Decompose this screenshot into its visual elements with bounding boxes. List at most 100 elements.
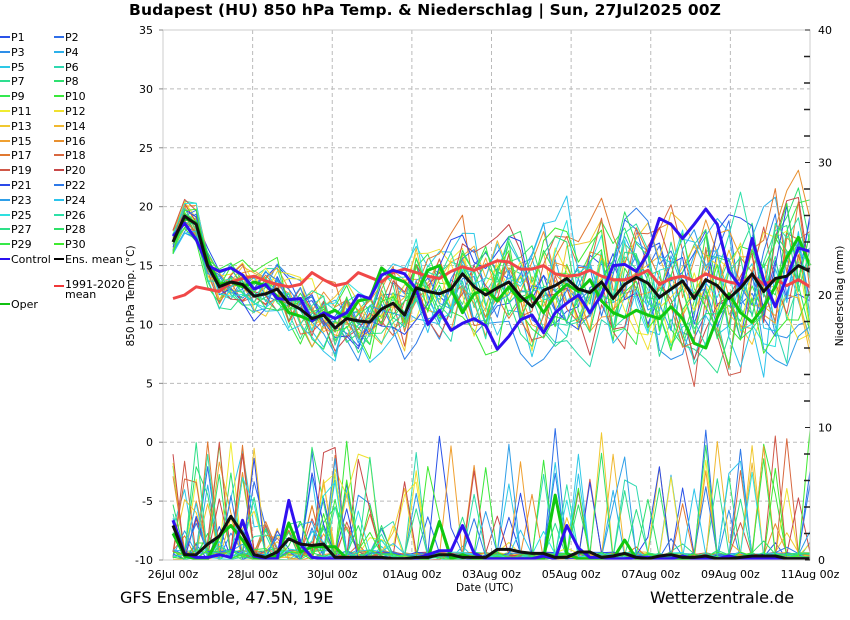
ens-mean-precip-line xyxy=(171,514,810,561)
legend-item: P19 xyxy=(0,164,32,178)
legend-swatch xyxy=(0,95,10,98)
member-temp-line xyxy=(172,222,811,367)
legend-label: P20 xyxy=(65,164,86,178)
legend-label: P7 xyxy=(11,75,25,89)
legend-label: P30 xyxy=(65,238,86,252)
legend-label: P10 xyxy=(65,90,86,104)
y2-tick-label: 10 xyxy=(818,422,832,435)
legend-swatch xyxy=(54,95,64,98)
legend-swatch xyxy=(54,80,64,83)
control-temp-line xyxy=(171,207,811,351)
footer-site: Wetterzentrale.de xyxy=(650,588,795,607)
y-axis-title: 850 hPa Temp. (°C) xyxy=(125,245,137,346)
legend-swatch xyxy=(0,258,10,260)
legend-item: P16 xyxy=(54,135,86,149)
legend-label: P22 xyxy=(65,179,86,192)
y2-tick-label: 20 xyxy=(818,289,832,302)
legend-item: P30 xyxy=(54,238,86,252)
x-tick-label: 28Jul 00z xyxy=(227,568,278,581)
main-series xyxy=(171,207,812,561)
legend-swatch xyxy=(54,198,64,201)
legend-swatch xyxy=(54,36,64,38)
ens-mean-temp-line xyxy=(171,214,811,330)
y2-tick-label: 0 xyxy=(818,554,825,567)
legend-label: P24 xyxy=(65,193,86,207)
y2-axis-title: Niederschlag (mm) xyxy=(834,246,846,347)
legend-item: P21 xyxy=(0,179,32,193)
legend-label: P26 xyxy=(65,208,86,222)
legend-label: P13 xyxy=(11,119,32,133)
x-tick-label: 26Jul 00z xyxy=(148,568,199,581)
legend-swatch xyxy=(54,228,64,231)
legend-swatch xyxy=(0,36,10,38)
legend-item: P5 xyxy=(0,61,25,75)
legend-label: P18 xyxy=(65,149,86,163)
legend-label: P3 xyxy=(11,45,25,59)
legend-label: P12 xyxy=(65,105,86,118)
legend-label: P23 xyxy=(11,193,32,207)
legend-swatch xyxy=(54,169,64,172)
legend-swatch xyxy=(0,139,10,142)
legend-label: P14 xyxy=(65,119,86,133)
x-tick-label: 30Jul 00z xyxy=(307,568,358,581)
legend-label: P2 xyxy=(65,31,79,44)
legend-swatch xyxy=(0,213,10,216)
legend-swatch xyxy=(0,154,10,157)
legend-item: P15 xyxy=(0,135,32,149)
legend-swatch xyxy=(54,65,64,68)
legend-item: P10 xyxy=(54,90,86,104)
1991-2020-mean-temp-line xyxy=(172,259,811,300)
legend-swatch xyxy=(0,65,10,68)
y-tick-label: 20 xyxy=(139,201,153,214)
legend-item: P20 xyxy=(54,164,86,178)
legend-label: Control xyxy=(11,253,51,266)
legend-swatch xyxy=(0,228,10,231)
legend-swatch xyxy=(0,184,10,186)
legend-swatch xyxy=(0,80,10,83)
legend-item: P18 xyxy=(54,149,86,163)
legend-item: P3 xyxy=(0,46,25,60)
legend-label: Ens. mean xyxy=(65,253,123,266)
y-tick-label: -10 xyxy=(135,554,153,567)
legend-item: 1991-2020 mean xyxy=(54,279,135,302)
legend-label: P5 xyxy=(11,60,25,74)
x-tick-label: 07Aug 00z xyxy=(621,568,680,581)
legend-item: P24 xyxy=(54,194,86,208)
legend-item: P11 xyxy=(0,105,32,119)
y-tick-label: 10 xyxy=(139,318,153,331)
legend-swatch xyxy=(0,110,10,112)
legend-item: P9 xyxy=(0,90,25,104)
legend-label: P16 xyxy=(65,134,86,148)
legend-label: Oper xyxy=(11,297,38,311)
y-tick-label: 35 xyxy=(139,24,153,37)
legend-swatch xyxy=(54,154,64,157)
legend-item: Oper xyxy=(0,298,38,312)
legend-swatch xyxy=(0,243,10,246)
y-tick-label: 15 xyxy=(139,260,153,273)
legend-item: Ens. mean xyxy=(54,253,123,267)
x-tick-label: 09Aug 00z xyxy=(701,568,760,581)
legend-label: P11 xyxy=(11,105,32,118)
legend-label: P15 xyxy=(11,134,32,148)
legend-label: P6 xyxy=(65,60,79,74)
legend-item: P2 xyxy=(54,31,79,45)
legend-swatch xyxy=(0,50,10,53)
legend-swatch xyxy=(54,139,64,142)
legend-label: P21 xyxy=(11,179,32,192)
y2-tick-label: 40 xyxy=(818,24,832,37)
x-tick-label: 01Aug 00z xyxy=(383,568,442,581)
legend-swatch xyxy=(54,124,64,127)
member-temp-line xyxy=(172,202,811,366)
legend-item: P22 xyxy=(54,179,86,193)
legend-swatch xyxy=(54,110,64,112)
legend-label: P29 xyxy=(11,238,32,252)
legend-label: P25 xyxy=(11,208,32,222)
legend-item: P26 xyxy=(54,209,86,223)
legend-item: P1 xyxy=(0,31,25,45)
legend-label: P27 xyxy=(11,223,32,237)
legend-item: P7 xyxy=(0,75,25,89)
member-temp-line xyxy=(172,221,811,354)
legend-label: P9 xyxy=(11,90,25,104)
member-temp-line xyxy=(172,195,811,378)
y-tick-label: 25 xyxy=(139,142,153,155)
